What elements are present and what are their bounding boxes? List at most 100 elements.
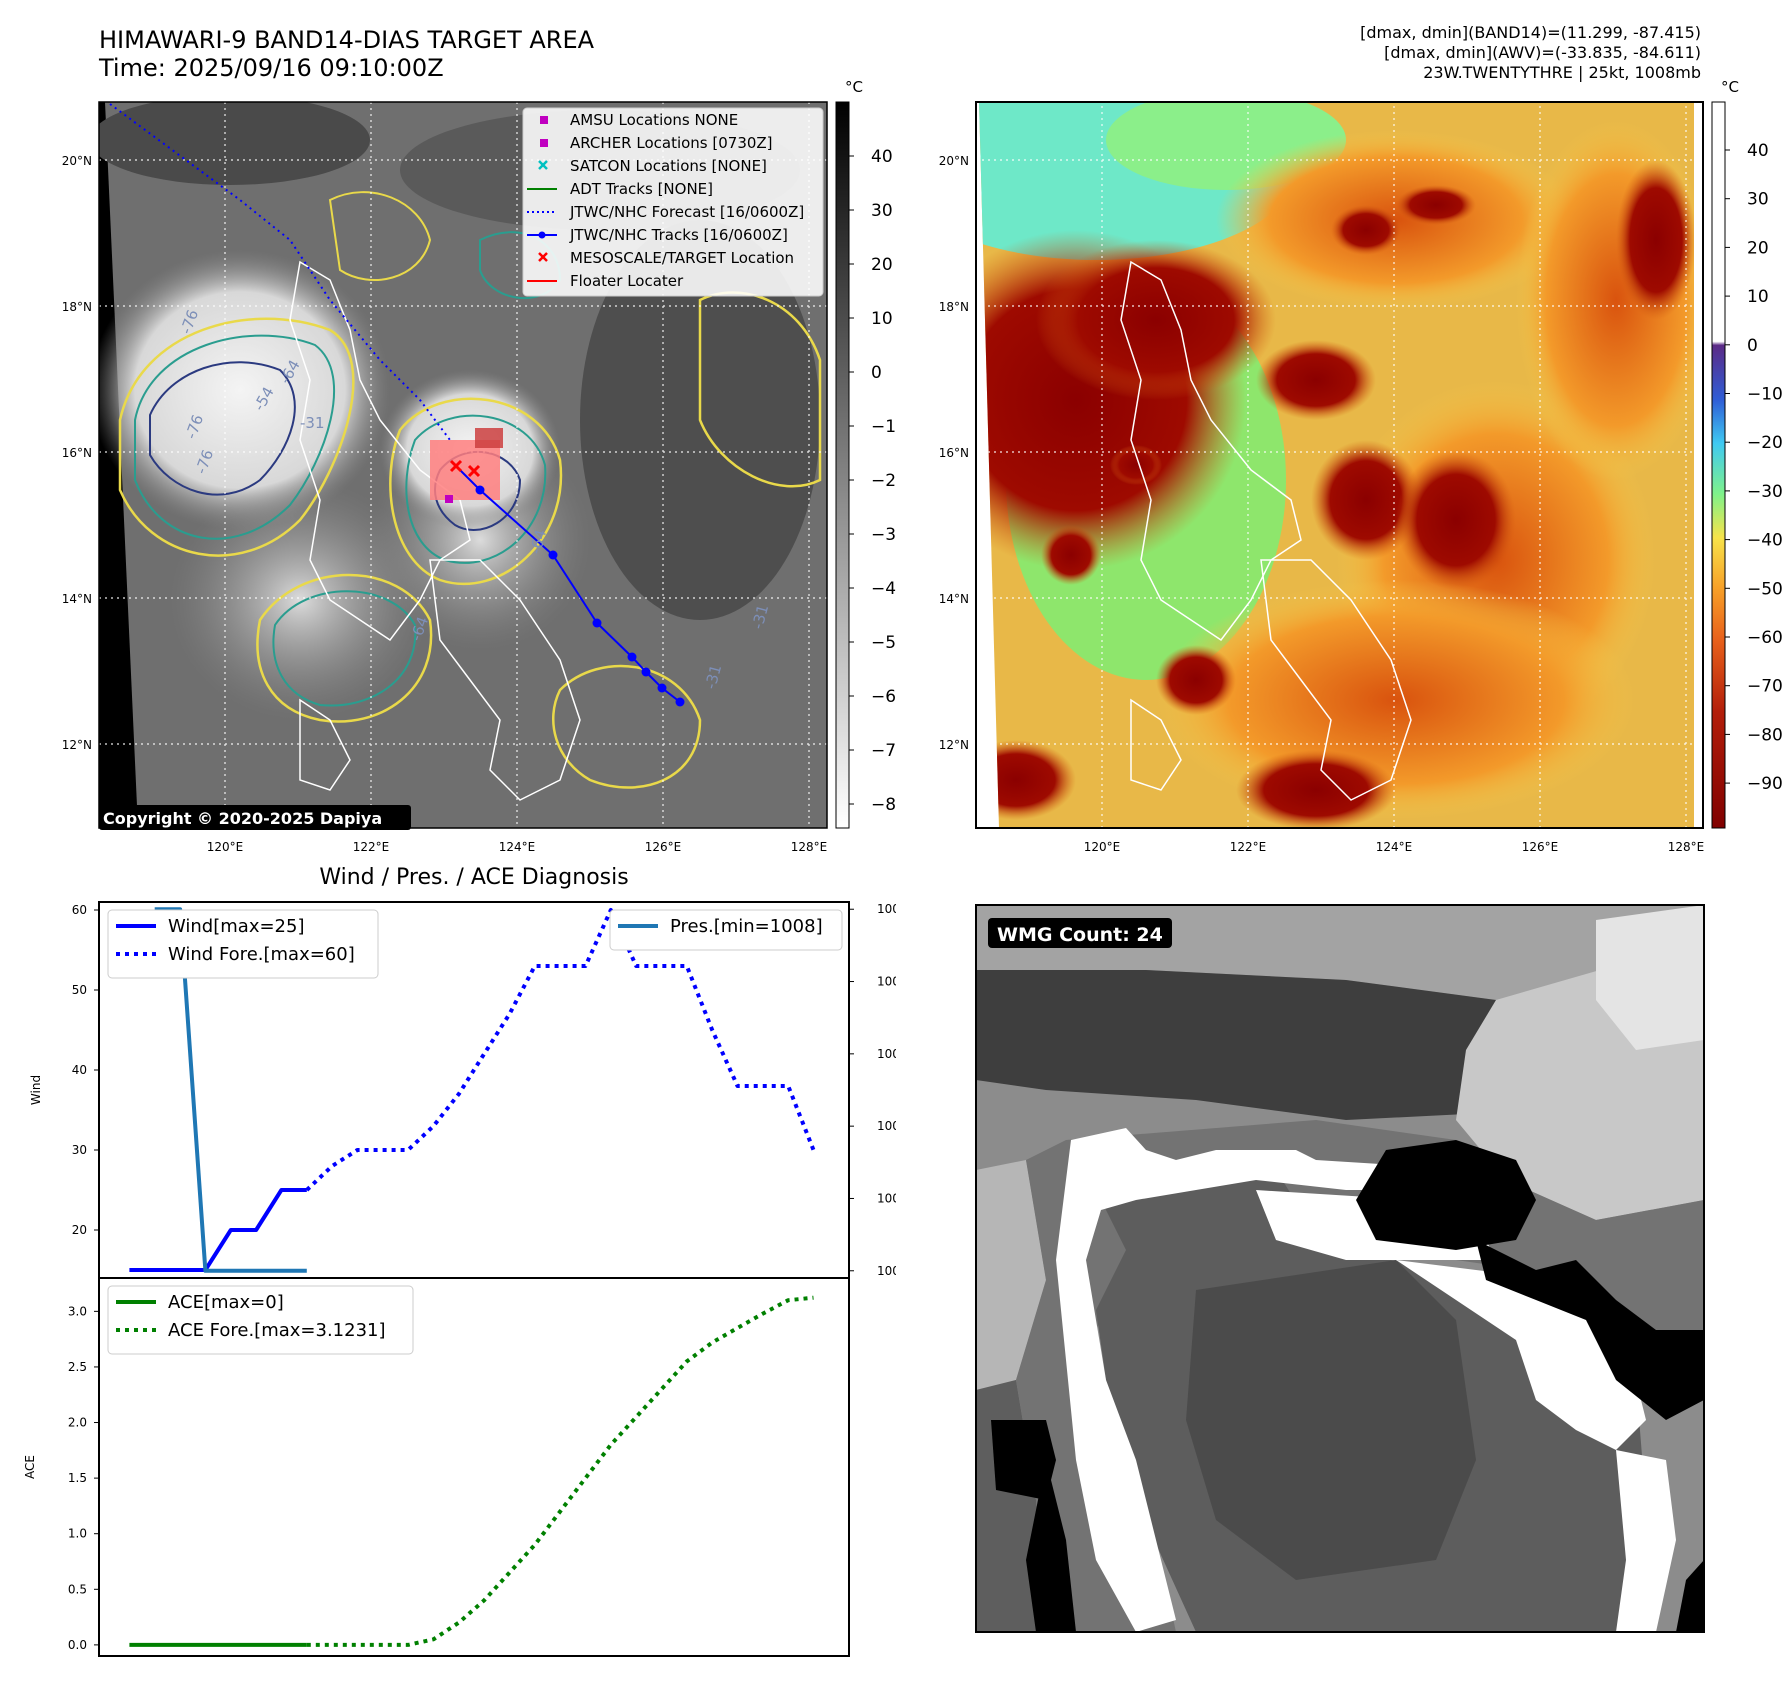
y-tick-label: 20 xyxy=(72,1223,87,1237)
lat-label: 12°N xyxy=(939,738,969,752)
legend-label: ACE Fore.[max=3.1231] xyxy=(168,1320,386,1341)
contour-label: -31 xyxy=(748,603,772,631)
awv-map-frame xyxy=(975,101,1704,829)
y-tick-label: 1.0 xyxy=(68,1527,87,1541)
cbar-tick-label: −80 xyxy=(871,795,896,815)
cbar-tick-label: −40 xyxy=(871,579,896,599)
cbar-tick-label: −10 xyxy=(1747,385,1783,405)
cbar-tick-label: −30 xyxy=(871,525,896,545)
lon-label: 120°E xyxy=(207,840,244,854)
legend-label: JTWC/NHC Forecast [16/0600Z] xyxy=(569,203,804,221)
awv-info-line1: [dmax, dmin](BAND14)=(11.299, -87.415) xyxy=(1360,23,1701,42)
cbar-tick-label: 20 xyxy=(1747,238,1769,258)
y-tick-label: 2.5 xyxy=(68,1360,87,1374)
y-tick-label: 60 xyxy=(72,903,87,917)
legend-marker xyxy=(538,160,548,170)
lon-label: 128°E xyxy=(791,840,828,854)
target-markers xyxy=(449,459,481,478)
awv-map: 20°N 18°N 16°N 14°N 12°N 120°E 122°E 124… xyxy=(939,78,1783,854)
awv-cbar-unit: °C xyxy=(1721,78,1739,96)
diag-panel: Wind / Pres. / ACE Diagnosis 20 30 40 50 60 1… xyxy=(0,860,896,1690)
cbar-tick-label: 30 xyxy=(871,201,893,221)
legend-label: Wind[max=25] xyxy=(168,916,305,937)
lon-label: 122°E xyxy=(353,840,390,854)
contour-label: -31 xyxy=(701,663,725,691)
awv-info: [dmax, dmin](BAND14)=(11.299, -87.415) [… xyxy=(1360,23,1701,83)
copyright-box xyxy=(99,805,411,830)
ace-forecast-line xyxy=(306,1295,814,1647)
y-tick-label: 50 xyxy=(72,983,87,997)
legend-marker xyxy=(540,116,548,124)
cbar-tick-label: 10 xyxy=(1747,287,1769,307)
cbar-tick-label: 0 xyxy=(1747,336,1758,356)
cbar-tick-label: −80 xyxy=(1747,725,1783,745)
y-tick-right-label: 1008.0 xyxy=(877,1264,896,1278)
lat-label: 16°N xyxy=(62,446,92,460)
cbar-tick-label: −20 xyxy=(871,471,896,491)
lon-label: 122°E xyxy=(1230,840,1267,854)
cbar-tick-label: −30 xyxy=(1747,482,1783,502)
legend-label: MESOSCALE/TARGET Location xyxy=(570,249,794,267)
lat-label: 18°N xyxy=(939,300,969,314)
legend-marker xyxy=(540,139,548,147)
legend-label: JTWC/NHC Tracks [16/0600Z] xyxy=(569,226,788,244)
lat-label: 14°N xyxy=(939,592,969,606)
chart-legend xyxy=(609,909,843,951)
archer-marker xyxy=(445,495,453,503)
lon-label: 120°E xyxy=(1084,840,1121,854)
wmg-image: WMG Count: 24 xyxy=(975,904,1705,1633)
target-box xyxy=(430,440,500,500)
cbar-tick-label: −60 xyxy=(1747,628,1783,648)
y-tick-label: 1.5 xyxy=(68,1471,87,1485)
lat-label: 20°N xyxy=(62,154,92,168)
cbar-tick-label: 0 xyxy=(871,363,882,383)
contour-label: -64 xyxy=(526,528,550,556)
cbar-tick-label: −70 xyxy=(1747,677,1783,697)
sat-colorbar xyxy=(835,101,850,829)
lat-label: 12°N xyxy=(62,738,92,752)
cbar-tick-label: 40 xyxy=(1747,141,1769,161)
lon-label: 124°E xyxy=(1376,840,1413,854)
jtwc-forecast-line xyxy=(109,103,451,441)
wmg-count: WMG Count: 24 xyxy=(997,924,1163,946)
y-tick-right-label: 1009.0 xyxy=(877,902,896,916)
cbar-tick-label: −20 xyxy=(1747,433,1783,453)
awv-info-line2: [dmax, dmin](AWV)=(-33.835, -84.611) xyxy=(1384,43,1701,62)
ace-ylabel: ACE xyxy=(23,1455,37,1479)
legend-label: AMSU Locations NONE xyxy=(570,111,738,129)
legend-label: SATCON Locations [NONE] xyxy=(570,157,767,175)
cbar-tick-label: 10 xyxy=(871,309,893,329)
ace-axes xyxy=(98,1277,850,1657)
sat-map: -76 -76 -64 -54 -31 -64 -76 -31 -31 -64 … xyxy=(62,78,896,854)
legend-label: Wind Fore.[max=60] xyxy=(168,944,355,965)
y-tick-right-label: 1008.4 xyxy=(877,1119,896,1133)
sat-title: HIMAWARI-9 BAND14-DIAS TARGET AREA Time:… xyxy=(99,26,594,82)
sat-title-line2: Time: 2025/09/16 09:10:00Z xyxy=(99,54,444,82)
copyright-text: Copyright © 2020-2025 Dapiya xyxy=(103,809,382,828)
lat-label: 16°N xyxy=(939,446,969,460)
black-patch xyxy=(1356,1140,1536,1250)
legend-label: Pres.[min=1008] xyxy=(670,916,823,937)
sat-cbar-unit: °C xyxy=(845,78,863,96)
lat-label: 14°N xyxy=(62,592,92,606)
y-tick-label: 0.5 xyxy=(68,1582,87,1596)
y-tick-right-label: 1008.2 xyxy=(877,1191,896,1205)
diag-title: Wind / Pres. / ACE Diagnosis xyxy=(319,865,629,890)
cbar-tick-label: 20 xyxy=(871,255,893,275)
cbar-tick-label: −50 xyxy=(871,633,896,653)
legend-label: ADT Tracks [NONE] xyxy=(570,180,713,198)
cbar-tick-label: 30 xyxy=(1747,190,1769,210)
cbar-tick-label: −90 xyxy=(1747,774,1783,794)
awv-panel: [dmax, dmin](BAND14)=(11.299, -87.415) [… xyxy=(896,0,1792,860)
y-tick-right-label: 1008.6 xyxy=(877,1047,896,1061)
lat-label: 18°N xyxy=(62,300,92,314)
y-tick-label: 0.0 xyxy=(68,1638,87,1652)
cbar-tick-label: −10 xyxy=(871,417,896,437)
contour-label: -31 xyxy=(300,414,325,432)
legend-marker xyxy=(538,252,548,262)
lon-label: 128°E xyxy=(1668,840,1705,854)
sat-legend: AMSU Locations NONE ARCHER Locations [073… xyxy=(522,107,824,297)
sat-panel: HIMAWARI-9 BAND14-DIAS TARGET AREA Time:… xyxy=(0,0,896,860)
wind-forecast-line xyxy=(305,908,816,1192)
y-tick-label: 3.0 xyxy=(68,1304,87,1318)
